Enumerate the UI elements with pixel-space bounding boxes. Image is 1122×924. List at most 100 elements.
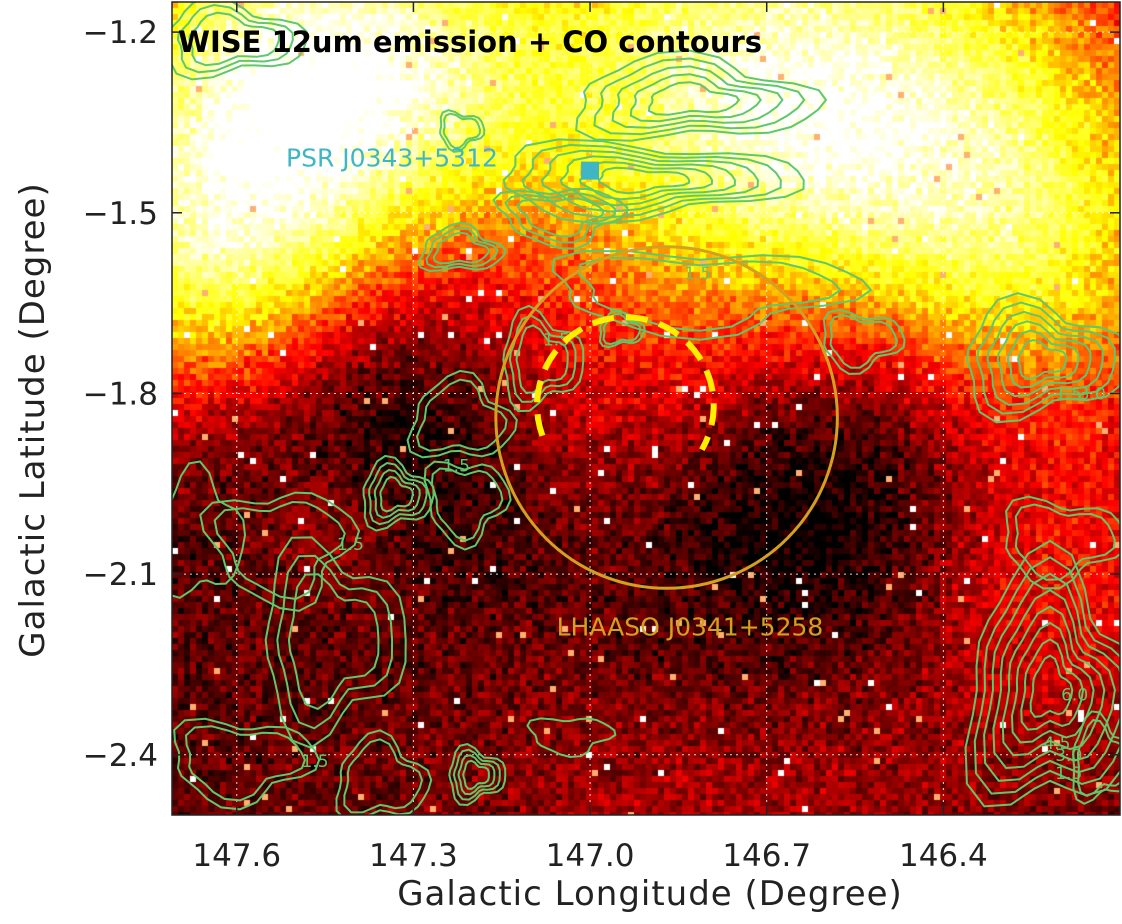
co-contour [184, 725, 306, 802]
y-tick-label: −2.4 [83, 738, 158, 774]
contour-label: 1.5 [1055, 384, 1082, 404]
co-contour [1029, 654, 1074, 718]
co-contours: 1.51.51.51.51.51.53.04.53.06.01.5 [172, 2, 1120, 815]
co-contour [575, 49, 828, 142]
co-contour [213, 500, 346, 601]
co-contour [406, 369, 518, 459]
co-contour [287, 573, 380, 711]
co-contour [502, 304, 585, 413]
co-contour [597, 166, 691, 195]
contour-label: 3.0 [1055, 746, 1082, 766]
contour-label: 6.0 [1061, 686, 1088, 706]
y-tick-label: −1.8 [83, 376, 158, 412]
contour-label: 3.0 [1079, 384, 1106, 404]
co-contour [1072, 710, 1120, 805]
contour-label: 1.5 [337, 535, 364, 555]
co-contour [335, 729, 433, 815]
plot-frame [171, 1, 1121, 816]
co-contour [559, 155, 736, 207]
co-contour [264, 536, 407, 749]
y-axis-label: Galactic Latitude (Degree) [13, 182, 53, 657]
co-contour [502, 138, 805, 225]
co-contour [172, 460, 247, 599]
co-contour [172, 2, 308, 81]
co-contour [593, 57, 806, 136]
co-contour [415, 378, 508, 452]
shell-arc [534, 314, 717, 452]
co-contour [276, 554, 394, 730]
co-contour [504, 192, 617, 244]
co-contour [629, 73, 762, 123]
co-contour [521, 143, 782, 219]
co-contour [176, 3, 294, 74]
x-tick-label: 146.7 [722, 838, 811, 874]
co-contour [343, 738, 424, 814]
co-contour [173, 717, 321, 811]
co-contour [983, 572, 1120, 782]
chart-title: WISE 12um emission + CO contours [178, 25, 762, 59]
co-contour [442, 112, 482, 150]
overlays: LHAASO J0341+5258 PSR J0343+5312 [286, 144, 839, 642]
co-contour [188, 11, 281, 67]
x-tick-label: 147.0 [546, 838, 635, 874]
co-contour [362, 454, 435, 532]
x-tick-label: 146.4 [899, 838, 988, 874]
co-contour [368, 461, 428, 526]
co-contour [1005, 495, 1120, 590]
co-contour [1006, 329, 1080, 389]
psr-source-label: PSR J0343+5312 [286, 144, 498, 173]
co-contour [515, 324, 569, 394]
x-tick-label: 147.6 [192, 838, 281, 874]
plot-area: 1.51.51.51.51.51.53.04.53.06.01.5 LHAASO… [172, 2, 1120, 815]
co-contour [996, 320, 1092, 398]
y-tick-label: −1.5 [83, 196, 158, 232]
co-contour [452, 748, 501, 801]
co-contour [432, 231, 491, 265]
co-contour [578, 256, 842, 332]
co-contour [199, 491, 361, 612]
lhaaso-extent-circle [494, 245, 839, 590]
contour-label: 1.5 [302, 752, 329, 772]
co-contour [1076, 719, 1120, 798]
co-contour [373, 468, 421, 519]
contour-label: 1.5 [443, 457, 470, 477]
x-axis-label: Galactic Longitude (Degree) [397, 874, 903, 914]
co-contour [457, 754, 496, 796]
co-contour [448, 743, 507, 807]
co-contour [425, 226, 499, 269]
co-contour [423, 460, 512, 551]
co-contour [379, 475, 414, 513]
co-contour [965, 292, 1120, 424]
lhaaso-source-label: LHAASO J0341+5258 [557, 613, 824, 642]
co-contour [1010, 621, 1095, 744]
co-contour [551, 249, 873, 341]
contour-label: 1.5 [684, 264, 711, 284]
co-contour [492, 187, 629, 250]
contour-label: 1.5 [543, 330, 570, 350]
psr-marker [581, 161, 600, 180]
co-contour [973, 556, 1120, 795]
co-contour [526, 717, 617, 759]
co-contour [578, 161, 714, 201]
co-contour [822, 308, 906, 375]
co-contour [516, 197, 605, 238]
y-tick-label: −1.2 [83, 15, 158, 51]
co-contour [602, 313, 642, 346]
co-contour [976, 301, 1116, 415]
co-contour [1017, 338, 1068, 380]
co-contour [829, 314, 898, 369]
contour-label: 1.5 [1055, 764, 1082, 784]
contour-label: 4.5 [1043, 734, 1070, 754]
co-contour [439, 109, 486, 153]
co-contour [540, 149, 759, 213]
co-contour [1014, 503, 1116, 581]
co-contour [647, 81, 741, 116]
co-contour [462, 759, 490, 790]
axes: 147.6 147.3 147.0 146.7 146.4 −1.2 −1.5 −1.8 −2.… [83, 2, 1120, 874]
co-contour [986, 310, 1104, 406]
co-contour [508, 314, 577, 403]
x-tick-label: 147.3 [369, 838, 458, 874]
y-tick-label: −2.1 [83, 557, 158, 593]
co-contour [430, 467, 504, 542]
